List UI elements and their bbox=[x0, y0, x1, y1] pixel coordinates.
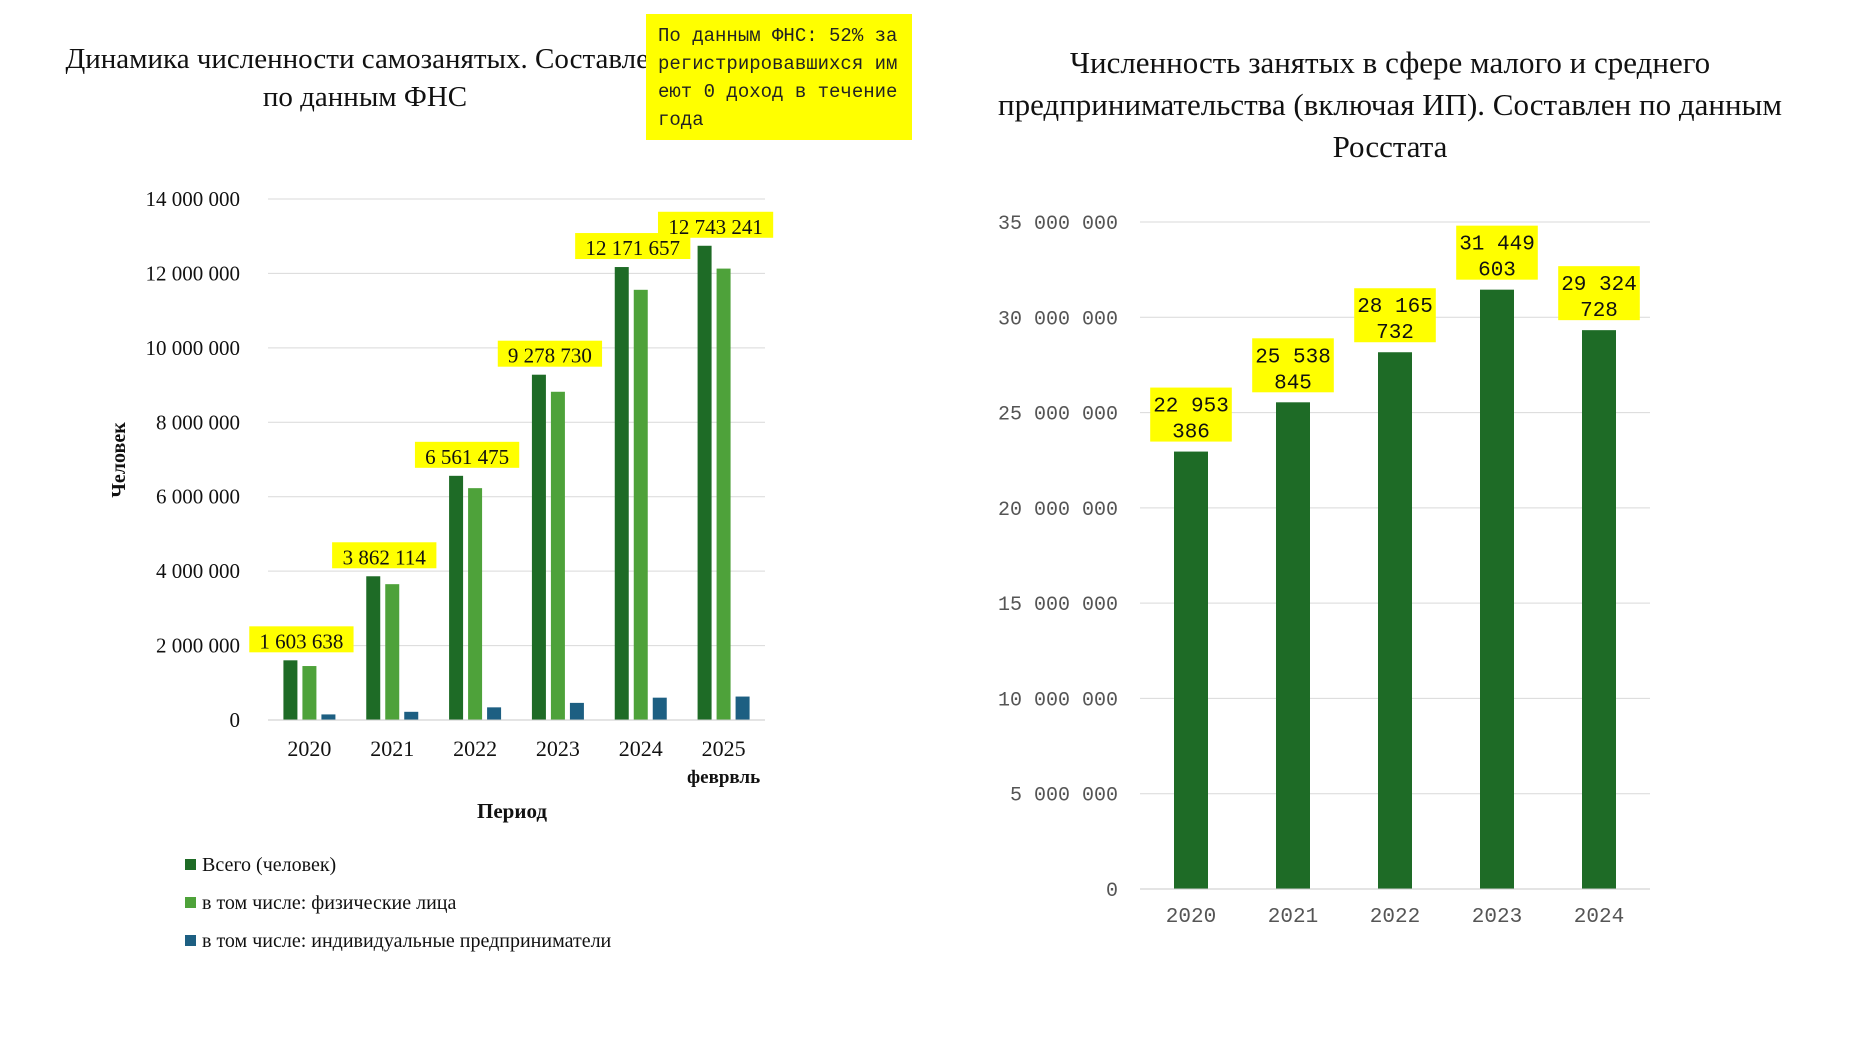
left-x-tick-label: феврвль bbox=[687, 767, 760, 788]
left-bar-1 bbox=[531, 374, 546, 720]
legend-label: в том числе: индивидуальные предпринимат… bbox=[202, 930, 612, 952]
legend-item: в том числе: индивидуальные предпринимат… bbox=[185, 930, 611, 953]
right-data-label: 29 324 bbox=[1561, 274, 1637, 297]
right-data-label: 22 953 bbox=[1153, 396, 1229, 419]
right-data-label: 603 bbox=[1478, 260, 1516, 283]
note-text: По данным ФНС: 52% зарегистрировавшихся … bbox=[658, 25, 909, 131]
right-y-tick-label: 10 000 000 bbox=[998, 689, 1118, 712]
left-data-label: 3 862 114 bbox=[343, 545, 427, 569]
left-y-tick-label: 10 000 000 bbox=[146, 336, 241, 360]
left-bar-2 bbox=[716, 268, 731, 720]
left-x-tick-label: 2025 bbox=[702, 736, 746, 761]
left-bar-2 bbox=[302, 666, 317, 720]
right-y-tick-label: 5 000 000 bbox=[1010, 785, 1118, 808]
right-data-label: 728 bbox=[1580, 300, 1618, 323]
legend-swatch bbox=[185, 859, 196, 870]
left-y-tick-label: 4 000 000 bbox=[156, 559, 240, 583]
left-bar-2 bbox=[385, 584, 400, 720]
legend-swatch bbox=[185, 935, 196, 946]
right-data-label: 386 bbox=[1172, 422, 1210, 445]
left-x-tick-label: 2020 bbox=[287, 736, 331, 761]
left-bar-2 bbox=[550, 391, 565, 720]
left-bar-2 bbox=[468, 488, 483, 720]
left-data-label-bg bbox=[414, 441, 520, 468]
right-y-tick-label: 0 bbox=[1106, 880, 1118, 903]
left-data-label-bg bbox=[249, 626, 354, 653]
left-bar-2 bbox=[633, 289, 648, 720]
left-y-tick-label: 14 000 000 bbox=[146, 187, 241, 211]
left-data-label: 12 171 657 bbox=[586, 236, 681, 260]
right-x-tick-label: 2024 bbox=[1574, 906, 1624, 929]
left-data-label: 6 561 475 bbox=[425, 445, 509, 469]
right-y-tick-label: 20 000 000 bbox=[998, 499, 1118, 522]
left-x-tick-label: 2024 bbox=[619, 736, 663, 761]
left-y-tick-label: 2 000 000 bbox=[156, 634, 240, 658]
legend-item: Всего (человек) bbox=[185, 854, 336, 877]
left-x-axis-title: Период bbox=[477, 799, 547, 823]
left-bar-3 bbox=[321, 714, 336, 720]
left-data-label: 9 278 730 bbox=[508, 344, 592, 368]
left-x-tick-label: 2023 bbox=[536, 736, 580, 761]
right-y-tick-label: 35 000 000 bbox=[998, 213, 1118, 236]
right-x-tick-label: 2020 bbox=[1166, 906, 1216, 929]
legend-label: Всего (человек) bbox=[202, 854, 337, 876]
right-bar bbox=[1378, 352, 1412, 890]
left-data-label-bg bbox=[332, 542, 437, 569]
left-y-tick-label: 6 000 000 bbox=[156, 485, 240, 509]
left-bar-3 bbox=[404, 711, 419, 720]
legend-item: в том числе: физические лица bbox=[185, 892, 456, 915]
left-bar-1 bbox=[449, 475, 464, 720]
left-data-label-bg bbox=[497, 340, 603, 367]
left-bar-1 bbox=[697, 245, 712, 720]
legend-swatch bbox=[185, 897, 196, 908]
right-bar bbox=[1480, 289, 1514, 890]
left-x-tick-label: 2021 bbox=[370, 736, 414, 761]
right-data-label: 25 538 bbox=[1255, 346, 1331, 369]
left-data-label-bg bbox=[657, 211, 774, 238]
right-y-tick-label: 30 000 000 bbox=[998, 308, 1118, 331]
left-y-tick-label: 8 000 000 bbox=[156, 410, 240, 434]
right-x-tick-label: 2022 bbox=[1370, 906, 1420, 929]
right-bar bbox=[1276, 402, 1310, 889]
right-chart-title: Численность занятых в сфере малого и сре… bbox=[997, 45, 1782, 164]
legend-label: в том числе: физические лица bbox=[202, 892, 457, 914]
right-y-tick-label: 15 000 000 bbox=[998, 594, 1118, 617]
left-bar-3 bbox=[569, 702, 584, 720]
right-data-label-bg bbox=[1252, 338, 1334, 393]
left-data-label: 1 603 638 bbox=[259, 629, 343, 653]
left-bar-1 bbox=[283, 660, 298, 720]
right-data-label: 845 bbox=[1274, 372, 1312, 395]
right-data-label: 28 165 bbox=[1357, 296, 1433, 319]
left-bar-1 bbox=[614, 267, 629, 720]
left-y-axis-title: Человек bbox=[108, 422, 130, 498]
left-x-tick-label: 2022 bbox=[453, 736, 497, 761]
right-y-tick-label: 25 000 000 bbox=[998, 404, 1118, 427]
right-x-tick-label: 2021 bbox=[1268, 906, 1318, 929]
left-bar-3 bbox=[652, 697, 667, 720]
right-x-tick-label: 2023 bbox=[1472, 906, 1522, 929]
right-data-label: 732 bbox=[1376, 322, 1414, 345]
right-data-label-bg bbox=[1558, 266, 1640, 321]
left-bar-3 bbox=[735, 696, 750, 720]
right-data-label-bg bbox=[1456, 225, 1538, 280]
left-chart-title: Динамика численности самозанятых. Состав… bbox=[65, 43, 665, 113]
right-bar bbox=[1174, 451, 1208, 889]
note-highlight bbox=[646, 14, 912, 140]
left-data-label: 12 743 241 bbox=[668, 215, 763, 239]
left-y-tick-label: 12 000 000 bbox=[146, 261, 241, 285]
left-bar-1 bbox=[366, 576, 381, 720]
right-bar bbox=[1582, 330, 1616, 889]
left-y-tick-label: 0 bbox=[230, 708, 241, 732]
right-data-label: 31 449 bbox=[1459, 234, 1535, 257]
right-data-label-bg bbox=[1354, 288, 1436, 343]
right-data-label-bg bbox=[1150, 387, 1232, 442]
left-bar-3 bbox=[487, 707, 502, 720]
